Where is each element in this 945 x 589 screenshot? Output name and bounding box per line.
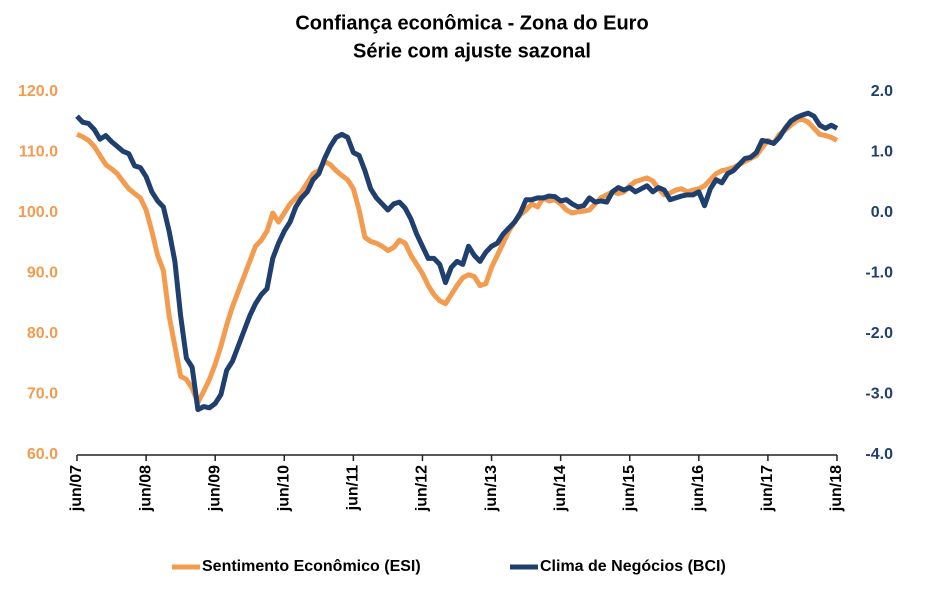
x-tick-label: jun/17 bbox=[759, 465, 776, 512]
legend-label: Clima de Negócios (BCI) bbox=[540, 558, 726, 575]
chart-subtitle: Série com ajuste sazonal bbox=[353, 40, 591, 62]
series-line bbox=[76, 116, 839, 405]
x-tick-label: jun/08 bbox=[137, 465, 154, 512]
chart-title: Confiança econômica - Zona do Euro bbox=[295, 12, 648, 34]
y2-tick-label: -2.0 bbox=[865, 325, 893, 342]
legend-label: Sentimento Econômico (ESI) bbox=[202, 558, 421, 575]
y-tick-label: 120.0 bbox=[18, 83, 58, 100]
series-line bbox=[75, 110, 839, 413]
y2-tick-label: -4.0 bbox=[865, 446, 893, 463]
y-tick-label: 80.0 bbox=[27, 325, 58, 342]
x-tick-label: jun/07 bbox=[68, 465, 85, 512]
y-tick-label: 70.0 bbox=[27, 386, 58, 403]
x-tick-label: jun/11 bbox=[345, 465, 362, 511]
x-tick-label: jun/15 bbox=[621, 465, 638, 512]
y-tick-label: 100.0 bbox=[18, 204, 58, 221]
x-tick-label: jun/10 bbox=[275, 465, 292, 512]
y-tick-label: 110.0 bbox=[19, 144, 58, 161]
y2-tick-label: -3.0 bbox=[865, 386, 893, 403]
y2-tick-label: -1.0 bbox=[865, 265, 893, 282]
y-tick-label: 90.0 bbox=[27, 265, 58, 282]
y2-tick-label: 1.0 bbox=[871, 144, 893, 161]
y2-tick-label: 2.0 bbox=[871, 83, 893, 100]
x-tick-label: jun/09 bbox=[206, 465, 223, 512]
x-tick-label: jun/13 bbox=[483, 465, 500, 512]
x-tick-label: jun/14 bbox=[552, 465, 569, 512]
y-tick-label: 60.0 bbox=[27, 446, 58, 463]
x-tick-label: jun/18 bbox=[828, 465, 845, 512]
x-tick-label: jun/12 bbox=[414, 465, 431, 512]
y2-tick-label: 0.0 bbox=[871, 204, 893, 221]
x-tick-label: jun/16 bbox=[690, 465, 707, 512]
